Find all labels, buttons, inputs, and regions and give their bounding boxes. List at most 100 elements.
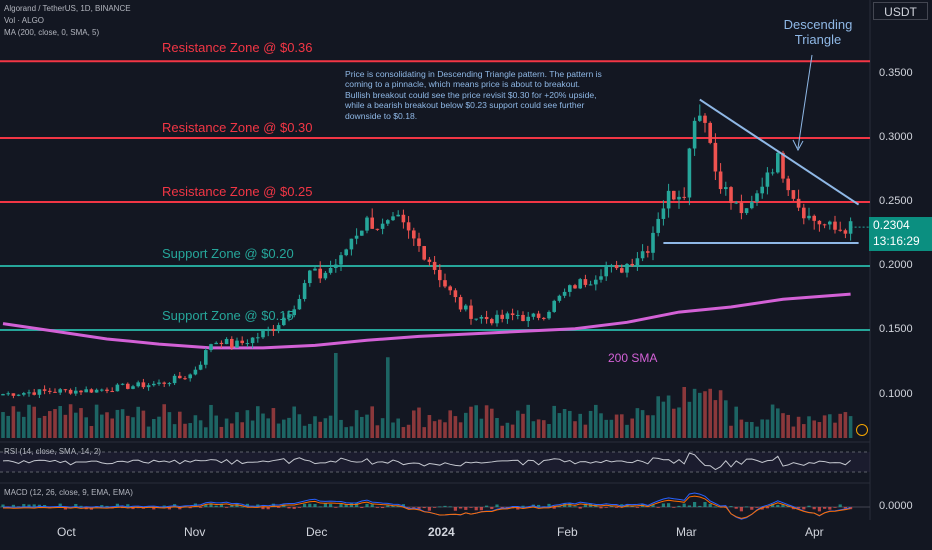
volume-bar — [661, 401, 666, 438]
macd-histogram-bar — [817, 507, 821, 512]
volume-bar — [599, 413, 603, 438]
candle-body — [833, 221, 837, 230]
candle-body — [422, 246, 426, 260]
volume-bar — [282, 419, 286, 438]
volume-bar — [193, 415, 198, 438]
volume-bar — [464, 412, 468, 438]
macd-histogram-bar — [739, 507, 743, 512]
candle-body — [136, 382, 140, 387]
volume-bar — [812, 420, 816, 438]
candle-body — [412, 230, 416, 239]
volume-bar — [635, 408, 640, 438]
volume-bar — [828, 414, 832, 438]
candle-body — [458, 297, 463, 310]
candle-body — [370, 217, 374, 229]
macd-histogram-bar — [828, 507, 832, 510]
macd-signal-line — [2, 495, 851, 519]
candle-body — [349, 238, 354, 250]
macd-histogram-bar — [131, 507, 135, 510]
macd-histogram-bar — [74, 504, 78, 507]
candle-body — [578, 279, 582, 289]
macd-histogram-bar — [318, 506, 322, 508]
macd-histogram-bar — [240, 506, 244, 508]
volume-bar — [308, 423, 312, 438]
volume-bar — [807, 416, 811, 438]
macd-histogram-bar — [355, 503, 359, 507]
volume-bar — [796, 416, 801, 438]
macd-histogram-bar — [687, 505, 691, 507]
volume-bar — [105, 412, 109, 438]
volume-legend: Vol · ALGO — [4, 16, 45, 25]
candle-body — [328, 267, 333, 273]
macd-histogram-bar — [365, 503, 369, 507]
x-axis-label: Apr — [805, 525, 824, 539]
volume-bar — [391, 422, 395, 438]
volume-bar — [848, 416, 853, 438]
candle-body — [682, 196, 686, 198]
volume-bar — [703, 391, 707, 438]
volume-bar — [750, 421, 754, 438]
macd-histogram-bar — [22, 504, 26, 507]
macd-histogram-bar — [765, 507, 769, 509]
volume-bar — [791, 426, 796, 438]
candle-body — [562, 291, 567, 296]
candle-body — [776, 152, 780, 173]
volume-bar — [406, 424, 411, 438]
candle-body — [79, 390, 83, 393]
candle-body — [115, 384, 120, 392]
macd-histogram-bar — [635, 507, 639, 508]
volume-bar — [713, 400, 718, 438]
volume-bar — [172, 424, 177, 438]
resistance-zone-025-label: Resistance Zone @ $0.25 — [162, 184, 313, 199]
macd-histogram-bar — [344, 504, 348, 507]
volume-bar — [562, 408, 567, 438]
candle-body — [235, 340, 239, 348]
volume-bar — [817, 422, 822, 438]
macd-histogram-bar — [729, 506, 733, 507]
candle-body — [625, 263, 629, 273]
macd-histogram-bar — [552, 507, 556, 509]
candle-body — [386, 220, 390, 224]
clock-icon[interactable] — [856, 424, 868, 436]
macd-histogram-bar — [755, 507, 759, 508]
price-tick: 0.2500 — [879, 195, 913, 207]
macd-histogram-bar — [802, 507, 806, 510]
volume-bar — [219, 426, 224, 438]
macd-histogram-bar — [453, 507, 457, 511]
candle-body — [568, 285, 572, 292]
candle-body — [666, 190, 671, 209]
macd-histogram-bar — [412, 507, 416, 508]
macd-histogram-bar — [667, 503, 671, 507]
volume-bar — [505, 422, 510, 438]
pattern-arrow — [797, 54, 813, 149]
candle-body — [448, 286, 452, 291]
rsi-legend: RSI (14, close, SMA, 14, 2) — [4, 447, 101, 456]
candle-body — [401, 214, 406, 223]
candle-body — [94, 389, 99, 393]
currency-button[interactable]: USDT — [873, 2, 928, 20]
candle-body — [354, 235, 359, 239]
volume-bar — [656, 396, 660, 438]
candle-body — [120, 383, 125, 385]
candle-body — [495, 314, 499, 324]
x-axis-label: Mar — [676, 525, 697, 539]
candle-body — [786, 178, 790, 191]
macd-histogram-bar — [219, 503, 223, 507]
volume-bar — [261, 413, 265, 438]
candle-body — [188, 374, 192, 379]
volume-bar — [240, 422, 244, 438]
volume-bar — [334, 353, 338, 438]
volume-bar — [838, 413, 842, 438]
macd-histogram-bar — [838, 504, 842, 507]
pattern-label-line1: Descending — [783, 17, 853, 32]
volume-bar — [1, 412, 5, 438]
volume-bar — [552, 405, 556, 438]
candle-body — [261, 330, 265, 338]
volume-bar — [380, 418, 385, 438]
current-price: 0.2304 — [873, 218, 910, 232]
volume-bar — [360, 416, 364, 438]
macd-histogram-bar — [256, 504, 260, 507]
candle-body — [536, 313, 541, 318]
candle-body — [500, 314, 504, 319]
